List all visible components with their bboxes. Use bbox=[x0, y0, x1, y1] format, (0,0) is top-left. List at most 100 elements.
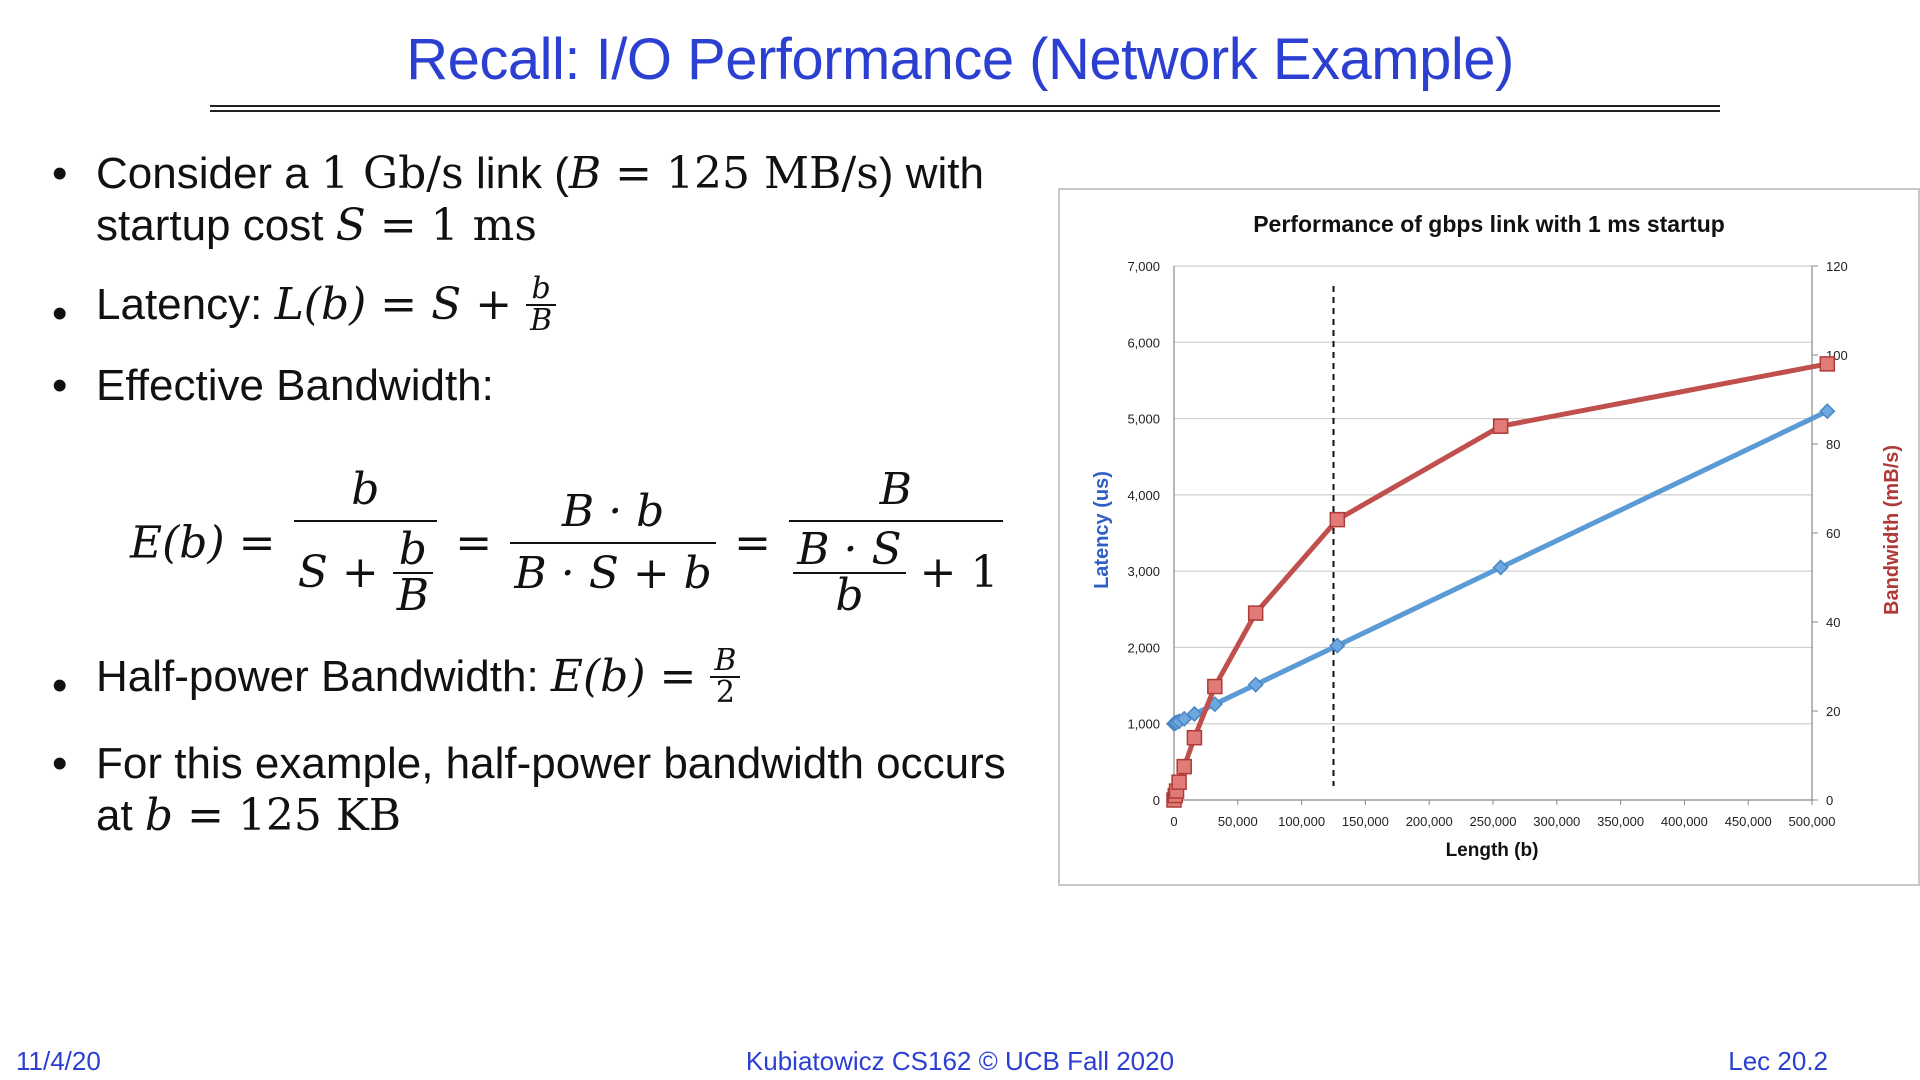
denominator-text: S + bbox=[297, 547, 379, 598]
fraction-denominator: B bbox=[396, 570, 430, 621]
bullet-text: ) with bbox=[878, 149, 984, 198]
bandwidth-data-point bbox=[1492, 418, 1509, 434]
bullet-marker: • bbox=[52, 661, 68, 710]
half-power-formula: E(b) = bbox=[550, 651, 711, 702]
performance-chart: Performance of gbps link with 1 ms start… bbox=[1058, 188, 1920, 886]
bullet-text: Consider a bbox=[96, 149, 322, 198]
bullet-text: at bbox=[96, 791, 145, 840]
fraction-numerator: b bbox=[293, 468, 438, 522]
footer-course: Kubiatowicz CS162 © UCB Fall 2020 bbox=[745, 1046, 1175, 1076]
fraction-numerator: B bbox=[710, 646, 741, 678]
bullet-text: Half-power Bandwidth: bbox=[96, 652, 551, 701]
fraction-numerator: b bbox=[526, 274, 557, 306]
y-left-tick-label: 1,000 bbox=[1127, 717, 1160, 732]
latency-data-point bbox=[1329, 637, 1346, 654]
equation-fraction-3: B B · S b + 1 bbox=[789, 468, 1003, 618]
bullet-text: Effective Bandwidth: bbox=[96, 361, 494, 410]
title-underline bbox=[210, 105, 1720, 107]
equation-lhs: E(b) = bbox=[130, 517, 276, 569]
fraction-numerator: B · S bbox=[793, 528, 906, 574]
x-tick-label: 50,000 bbox=[1218, 814, 1258, 829]
math-equals: = bbox=[601, 148, 667, 199]
bandwidth-data-point bbox=[1247, 605, 1264, 621]
math-symbol: b bbox=[144, 790, 174, 841]
y-right-tick-label: 60 bbox=[1826, 526, 1840, 541]
x-axis-label: Length (b) bbox=[1446, 840, 1539, 861]
y-right-tick-label: 80 bbox=[1826, 437, 1840, 452]
denominator-text: + 1 bbox=[919, 547, 999, 598]
math-equals: = bbox=[455, 517, 493, 569]
y-axis-right-label: Bandwidth (mB/s) bbox=[1881, 445, 1903, 615]
latency-formula: L(b) = S + bbox=[274, 279, 527, 330]
x-tick-label: 450,000 bbox=[1725, 814, 1772, 829]
fraction-denominator: B · S b + 1 bbox=[789, 522, 1002, 618]
bullet-effective-bandwidth: • Effective Bandwidth: bbox=[52, 360, 1012, 412]
bullet-marker: • bbox=[52, 289, 68, 338]
y-right-tick-label: 40 bbox=[1826, 615, 1840, 630]
latency-data-point bbox=[1247, 676, 1264, 693]
x-tick-label: 0 bbox=[1170, 814, 1177, 829]
bullet-example: • For this example, half-power bandwidth… bbox=[52, 738, 1012, 842]
footer-lecture: Lec 20.2 bbox=[1728, 1046, 1828, 1076]
half-power-value: 125 KB bbox=[237, 790, 402, 841]
fraction-denominator: S + b B bbox=[294, 522, 437, 618]
y-left-tick-label: 0 bbox=[1153, 793, 1160, 808]
nested-fraction: b B bbox=[392, 528, 434, 621]
y-left-tick-label: 5,000 bbox=[1127, 412, 1160, 427]
bullet-text: Latency: bbox=[96, 280, 275, 329]
link-rate: 1 Gb/s bbox=[321, 148, 464, 199]
bandwidth-data-point bbox=[1329, 511, 1346, 528]
bullet-list: • Consider a 1 Gb/s link (B = 125 MB/s) … bbox=[52, 148, 1012, 412]
fraction-numerator: B · b bbox=[510, 490, 716, 544]
x-tick-label: 350,000 bbox=[1597, 814, 1644, 829]
title-underline-double bbox=[210, 110, 1720, 112]
x-tick-label: 200,000 bbox=[1406, 814, 1453, 829]
math-symbol: S bbox=[335, 200, 366, 251]
math-equals: = bbox=[365, 200, 431, 251]
bandwidth-value: 125 MB/s bbox=[666, 148, 879, 199]
chart-canvas: Performance of gbps link with 1 ms start… bbox=[1091, 211, 1903, 861]
bandwidth-data-point bbox=[1819, 356, 1836, 372]
y-right-tick-label: 120 bbox=[1826, 259, 1848, 274]
equation-fraction-2: B · b B · S + b bbox=[510, 490, 716, 599]
x-tick-label: 400,000 bbox=[1661, 814, 1708, 829]
fraction-numerator: b bbox=[392, 528, 434, 574]
bullet-marker: • bbox=[52, 361, 68, 410]
math-symbol: B bbox=[568, 148, 602, 199]
bullet-marker: • bbox=[52, 149, 68, 198]
math-equals: = bbox=[734, 517, 771, 569]
latency-data-point bbox=[1492, 559, 1509, 576]
math-equals: = bbox=[173, 790, 238, 841]
latency-data-point bbox=[1819, 403, 1836, 420]
y-left-tick-label: 4,000 bbox=[1127, 488, 1160, 503]
slide-title: Recall: I/O Performance (Network Example… bbox=[406, 27, 1514, 92]
equation-fraction-1: b S + b B bbox=[293, 468, 438, 618]
x-tick-label: 150,000 bbox=[1342, 814, 1389, 829]
x-tick-label: 300,000 bbox=[1533, 814, 1580, 829]
footer-date: 11/4/20 bbox=[16, 1046, 101, 1076]
fraction-numerator: B bbox=[789, 468, 1003, 522]
fraction-denominator: b bbox=[835, 570, 864, 621]
fraction-denominator: 2 bbox=[715, 675, 735, 710]
bullet-text: link ( bbox=[463, 149, 569, 198]
y-axis-left-label: Latency (us) bbox=[1091, 471, 1113, 589]
bullet-marker: • bbox=[52, 739, 68, 788]
y-left-tick-label: 3,000 bbox=[1127, 564, 1160, 579]
y-right-tick-label: 0 bbox=[1826, 793, 1833, 808]
bullet-text: startup cost bbox=[96, 201, 336, 250]
bullet-text: For this example, half-power bandwidth o… bbox=[96, 739, 1006, 788]
fraction-denominator: B bbox=[530, 303, 553, 338]
chart-title: Performance of gbps link with 1 ms start… bbox=[1253, 211, 1725, 237]
bandwidth-data-point bbox=[1176, 758, 1192, 775]
fraction-denominator: B · S + b bbox=[514, 548, 712, 599]
plot-area: 0 1,000 2,000 3,000 4,000 5,000 6,000 7,000 0 20 4… bbox=[1127, 259, 1847, 829]
startup-value: 1 ms bbox=[430, 200, 537, 251]
y-left-tick-label: 7,000 bbox=[1127, 259, 1160, 274]
bandwidth-data-point bbox=[1207, 678, 1223, 695]
y-right-tick-label: 20 bbox=[1826, 704, 1840, 719]
